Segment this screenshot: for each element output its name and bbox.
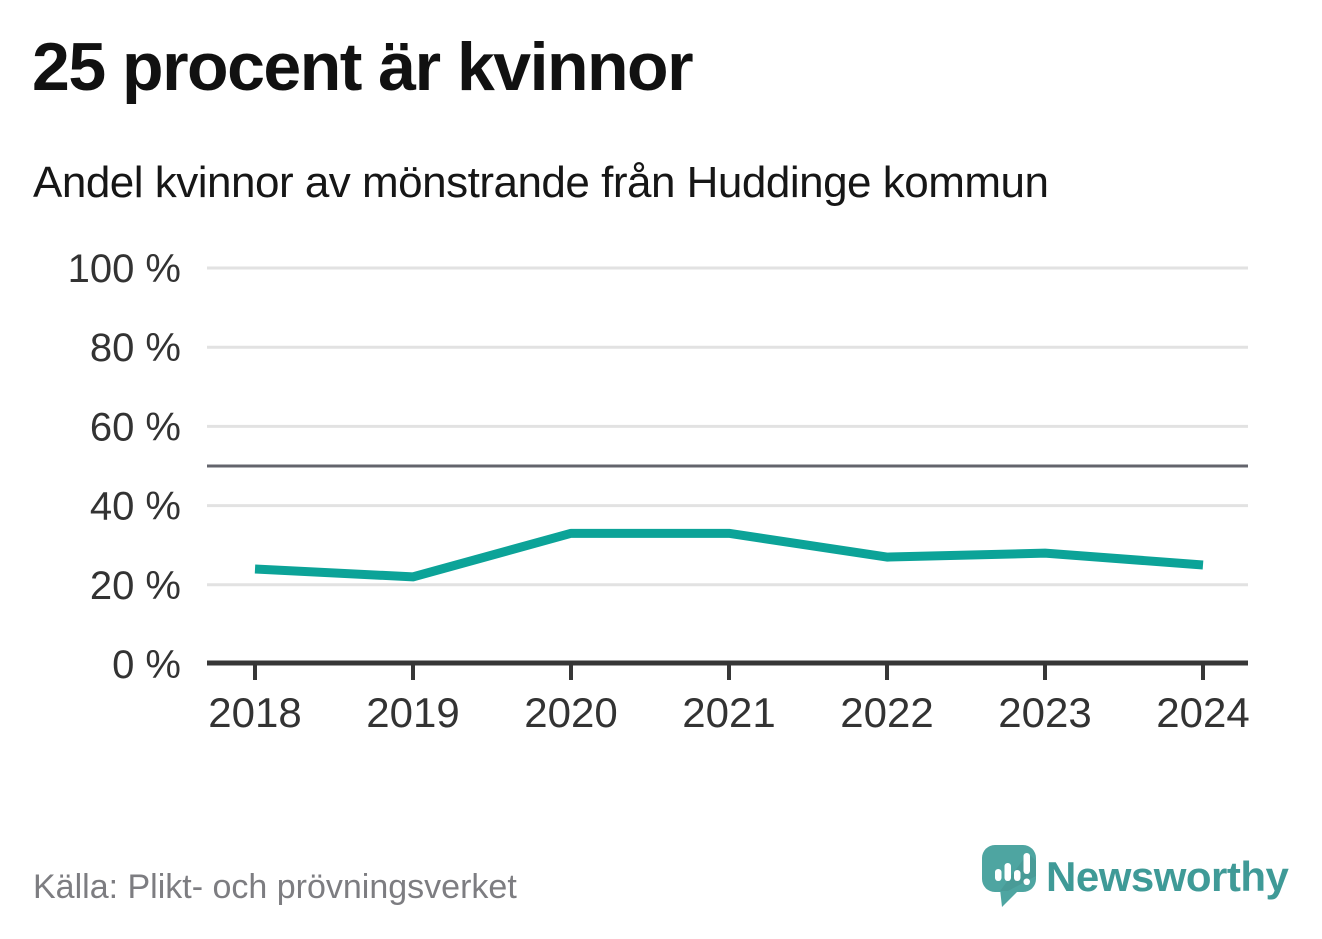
chart-subtitle: Andel kvinnor av mönstrande från Hudding… [33, 158, 1049, 207]
newsworthy-logo-icon [982, 845, 1036, 907]
source-note: Källa: Plikt- och prövningsverket [33, 868, 517, 906]
y-axis-label: 60 % [90, 405, 181, 449]
x-axis-label: 2024 [1156, 689, 1249, 736]
x-axis-label: 2020 [524, 689, 617, 736]
y-axis-label: 80 % [90, 326, 181, 370]
x-axis-label: 2019 [366, 689, 459, 736]
x-axis-label: 2022 [840, 689, 933, 736]
data-line [254, 528, 1204, 582]
chart-title: 25 procent är kvinnor [32, 29, 694, 105]
y-axis-label: 40 % [90, 485, 181, 529]
x-axis-label: 2018 [208, 689, 301, 736]
y-axis-label: 0 % [112, 643, 181, 687]
x-axis-label: 2021 [682, 689, 775, 736]
y-axis-label: 100 % [68, 247, 181, 291]
y-axis-label: 20 % [90, 564, 181, 608]
x-axis-label: 2023 [998, 689, 1091, 736]
newsworthy-brand-name: Newsworthy [1046, 853, 1289, 900]
